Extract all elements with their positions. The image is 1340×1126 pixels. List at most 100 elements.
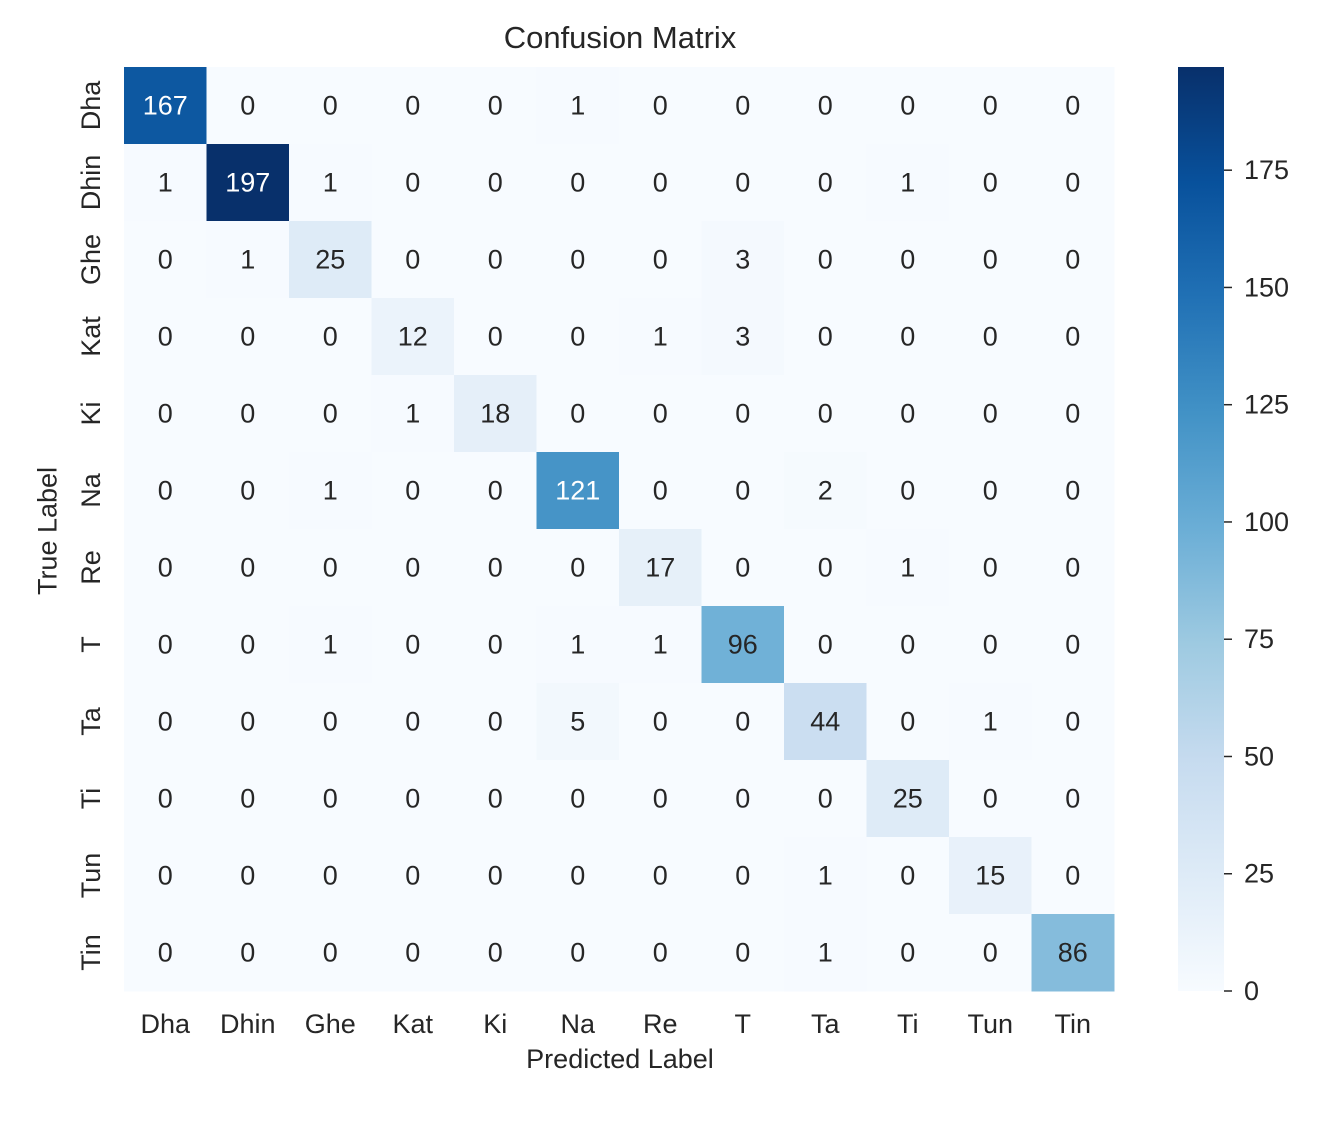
x-tick-label: T xyxy=(735,1009,752,1039)
heatmap-cell xyxy=(289,144,372,222)
cell-value-label: 0 xyxy=(735,476,750,506)
cell-value-label: 1 xyxy=(818,938,833,968)
cell-value-label: 1 xyxy=(653,630,668,660)
heatmap-cell xyxy=(454,529,537,607)
cell-value-label: 0 xyxy=(983,784,998,814)
y-tick-labels: Dha Dhin Ghe Kat Ki Na Re T Ta Ti Tun Tin xyxy=(76,80,106,971)
x-tick-label: Na xyxy=(560,1009,595,1039)
heatmap-cell xyxy=(124,760,207,838)
cell-value-label: 0 xyxy=(818,399,833,429)
cell-value-label: 0 xyxy=(158,630,173,660)
colorbar-tick-label: 50 xyxy=(1244,741,1274,771)
cell-value-label: 0 xyxy=(900,861,915,891)
cell-value-label: 0 xyxy=(158,245,173,275)
heatmap-cell xyxy=(124,683,207,761)
cell-value-label: 1 xyxy=(983,707,998,737)
heatmap-cell xyxy=(1031,67,1115,145)
cell-value-label: 15 xyxy=(975,861,1005,891)
cell-value-label: 3 xyxy=(735,245,750,275)
cell-value-label: 0 xyxy=(240,322,255,352)
x-tick-label: Re xyxy=(643,1009,678,1039)
heatmap-cell xyxy=(701,914,785,992)
cell-value-label: 0 xyxy=(653,168,668,198)
cell-value-label: 0 xyxy=(570,322,585,352)
heatmap-cell xyxy=(949,837,1032,915)
heatmap-cell xyxy=(619,683,702,761)
cell-value-label: 0 xyxy=(240,784,255,814)
heatmap-cell xyxy=(206,606,290,684)
cell-value-label: 0 xyxy=(1065,476,1080,506)
cell-value-label: 0 xyxy=(735,91,750,121)
y-tick-label: Tun xyxy=(76,853,106,899)
x-tick-label: Tin xyxy=(1054,1009,1091,1039)
heatmap-cell xyxy=(784,529,867,607)
heatmap-cell xyxy=(619,837,702,915)
heatmap-cell xyxy=(784,67,867,145)
cell-value-label: 0 xyxy=(983,91,998,121)
cell-value-label: 18 xyxy=(480,399,510,429)
cell-value-label: 0 xyxy=(818,322,833,352)
cell-value-label: 0 xyxy=(488,861,503,891)
heatmap-cell xyxy=(1031,683,1115,761)
heatmap-cell xyxy=(124,375,207,453)
y-tick-label: Ki xyxy=(76,401,106,425)
cell-value-label: 1 xyxy=(653,322,668,352)
y-tick-label: Ghe xyxy=(76,234,106,285)
heatmap-cell xyxy=(124,529,207,607)
cell-value-label: 0 xyxy=(1065,630,1080,660)
cell-value-label: 0 xyxy=(735,938,750,968)
x-axis-label: Predicted Label xyxy=(526,1044,714,1074)
cell-value-label: 0 xyxy=(570,938,585,968)
heatmap-cell xyxy=(124,298,207,376)
colorbar-tick-label: 150 xyxy=(1244,272,1289,302)
heatmap-cell xyxy=(949,760,1032,838)
cell-value-label: 0 xyxy=(405,168,420,198)
y-tick-label: Tin xyxy=(76,934,106,971)
cell-value-label: 0 xyxy=(570,168,585,198)
heatmap-cell xyxy=(1031,760,1115,838)
heatmap-cell xyxy=(536,837,620,915)
y-tick-label: Dhin xyxy=(76,155,106,211)
cell-value-label: 0 xyxy=(488,322,503,352)
heatmap-cell xyxy=(371,606,455,684)
cell-value-label: 0 xyxy=(570,861,585,891)
cell-value-label: 0 xyxy=(653,476,668,506)
heatmap-cell xyxy=(949,375,1032,453)
x-tick-label: Ta xyxy=(811,1009,841,1039)
heatmap-cell xyxy=(866,529,950,607)
cell-value-label: 1 xyxy=(900,553,915,583)
heatmap-cell xyxy=(866,375,950,453)
heatmap-cell xyxy=(289,221,372,299)
heatmap-cell xyxy=(206,683,290,761)
heatmap-cell xyxy=(866,298,950,376)
heatmap-cell xyxy=(289,298,372,376)
heatmap-cell xyxy=(206,298,290,376)
heatmap-cell xyxy=(949,144,1032,222)
heatmap-cell xyxy=(289,760,372,838)
heatmap-cell xyxy=(701,683,785,761)
x-tick-label: Dha xyxy=(140,1009,191,1039)
cell-value-label: 44 xyxy=(810,707,840,737)
cell-value-label: 0 xyxy=(900,476,915,506)
heatmap-cell xyxy=(289,683,372,761)
heatmap-cell xyxy=(536,914,620,992)
cell-value-label: 0 xyxy=(900,322,915,352)
heatmap-cell xyxy=(536,606,620,684)
heatmap-cell xyxy=(371,760,455,838)
heatmap-cell xyxy=(1031,298,1115,376)
heatmap-cell xyxy=(701,221,785,299)
heatmap-cell xyxy=(124,837,207,915)
x-tick-label: Ki xyxy=(483,1009,507,1039)
heatmap-cell xyxy=(454,914,537,992)
cell-value-label: 0 xyxy=(983,399,998,429)
heatmap-cell xyxy=(206,914,290,992)
cell-value-label: 0 xyxy=(240,707,255,737)
heatmap-cell xyxy=(949,606,1032,684)
heatmap-cell xyxy=(1031,221,1115,299)
heatmap-cell xyxy=(206,760,290,838)
cell-value-label: 0 xyxy=(653,861,668,891)
cell-value-label: 0 xyxy=(240,91,255,121)
cell-value-label: 0 xyxy=(240,476,255,506)
heatmap-cell xyxy=(289,606,372,684)
